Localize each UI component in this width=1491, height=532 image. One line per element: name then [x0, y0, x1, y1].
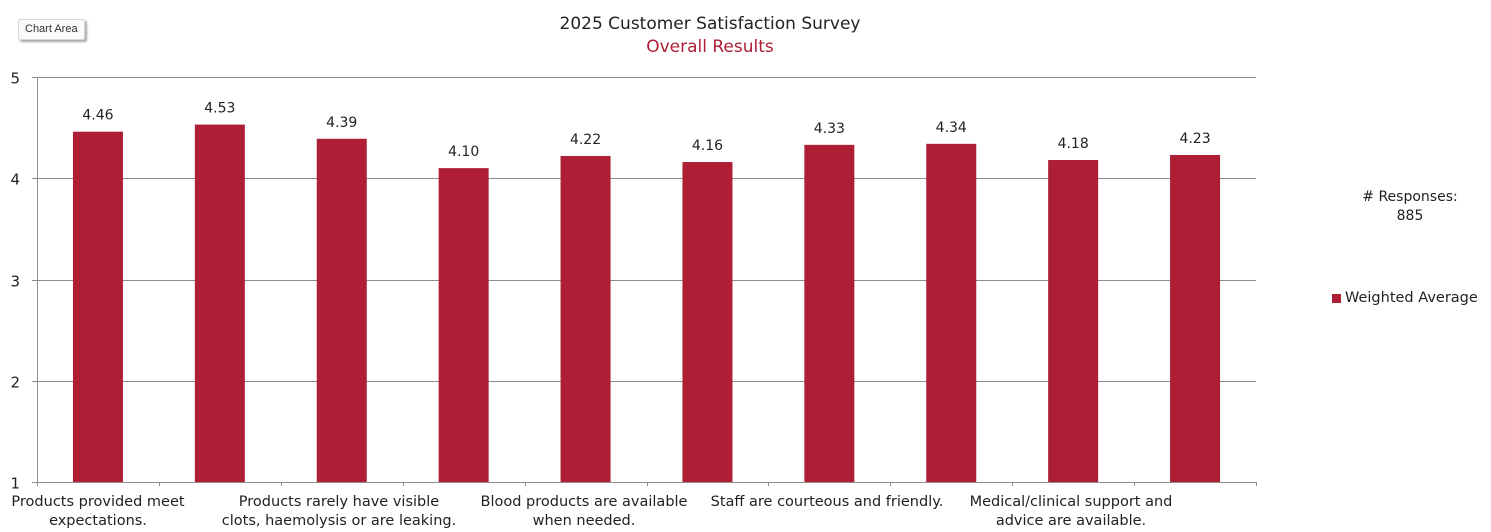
bar-value-label: 4.22 — [570, 132, 601, 148]
bar-chart[interactable]: 1 2 3 4 5 4.46 4.53 4.39 4.10 4.22 4.16 4.33 4.34 4.1… — [0, 0, 1300, 532]
responses-label: # Responses: — [1362, 189, 1458, 205]
bar — [316, 138, 367, 482]
chart-title: 2025 Customer Satisfaction Survey — [559, 14, 861, 34]
bar — [194, 124, 245, 483]
bar-value-label: 4.16 — [692, 138, 723, 154]
x-category-label-line: Staff are courteous and friendly. — [710, 494, 944, 510]
bar — [1048, 160, 1099, 482]
bar-value-label: 4.39 — [326, 115, 357, 131]
x-category-label-line: expectations. — [49, 513, 147, 529]
x-category-label-line: Medical/clinical support and — [969, 494, 1173, 510]
chart-subtitle: Overall Results — [646, 37, 774, 57]
x-category-label: Blood products are available when needed. — [454, 493, 714, 531]
x-category-label: Products rarely have visible clots, haemo… — [209, 493, 469, 531]
x-category-label-line: Products rarely have visible — [238, 494, 440, 510]
chart-area-tooltip: Chart Area — [18, 19, 85, 40]
bar-value-label: 4.18 — [1058, 136, 1089, 152]
legend[interactable]: Weighted Average — [1332, 290, 1478, 306]
bar — [682, 162, 733, 483]
x-category-label-line: clots, haemolysis or are leaking. — [221, 513, 457, 529]
x-category-label: Products provided meet expectations. — [0, 493, 228, 531]
y-tick-label-2: 2 — [10, 374, 20, 392]
x-category-label: Medical/clinical support and advice are a… — [941, 493, 1201, 531]
responses-count: 885 — [1396, 208, 1424, 224]
bar-value-label: 4.10 — [448, 144, 479, 160]
bar — [438, 168, 489, 482]
responses-annotation: # Responses: 885 — [1345, 188, 1475, 226]
legend-label-weighted-average: Weighted Average — [1345, 290, 1478, 306]
x-category-label-line: Blood products are available — [480, 494, 688, 510]
bar — [560, 155, 611, 482]
x-category-label-line: Products provided meet — [11, 494, 185, 510]
y-tick-label-1: 1 — [10, 475, 20, 493]
x-category-label-line: when needed. — [532, 513, 636, 529]
x-category-label: Staff are courteous and friendly. — [697, 493, 957, 512]
bar — [804, 144, 855, 482]
legend-swatch-weighted-average — [1332, 293, 1341, 303]
bar — [926, 143, 977, 482]
bar — [1170, 154, 1221, 482]
y-tick-label-5: 5 — [10, 70, 20, 88]
y-tick-label-4: 4 — [10, 171, 20, 189]
bar — [72, 131, 123, 483]
bar-value-label: 4.46 — [82, 108, 113, 124]
bar-value-label: 4.23 — [1179, 131, 1210, 147]
y-tick-label-3: 3 — [10, 273, 20, 291]
bar-value-label: 4.53 — [204, 101, 235, 117]
x-category-label-line: advice are available. — [995, 513, 1147, 529]
bar-value-label: 4.33 — [814, 121, 845, 137]
bar-value-label: 4.34 — [936, 120, 967, 136]
